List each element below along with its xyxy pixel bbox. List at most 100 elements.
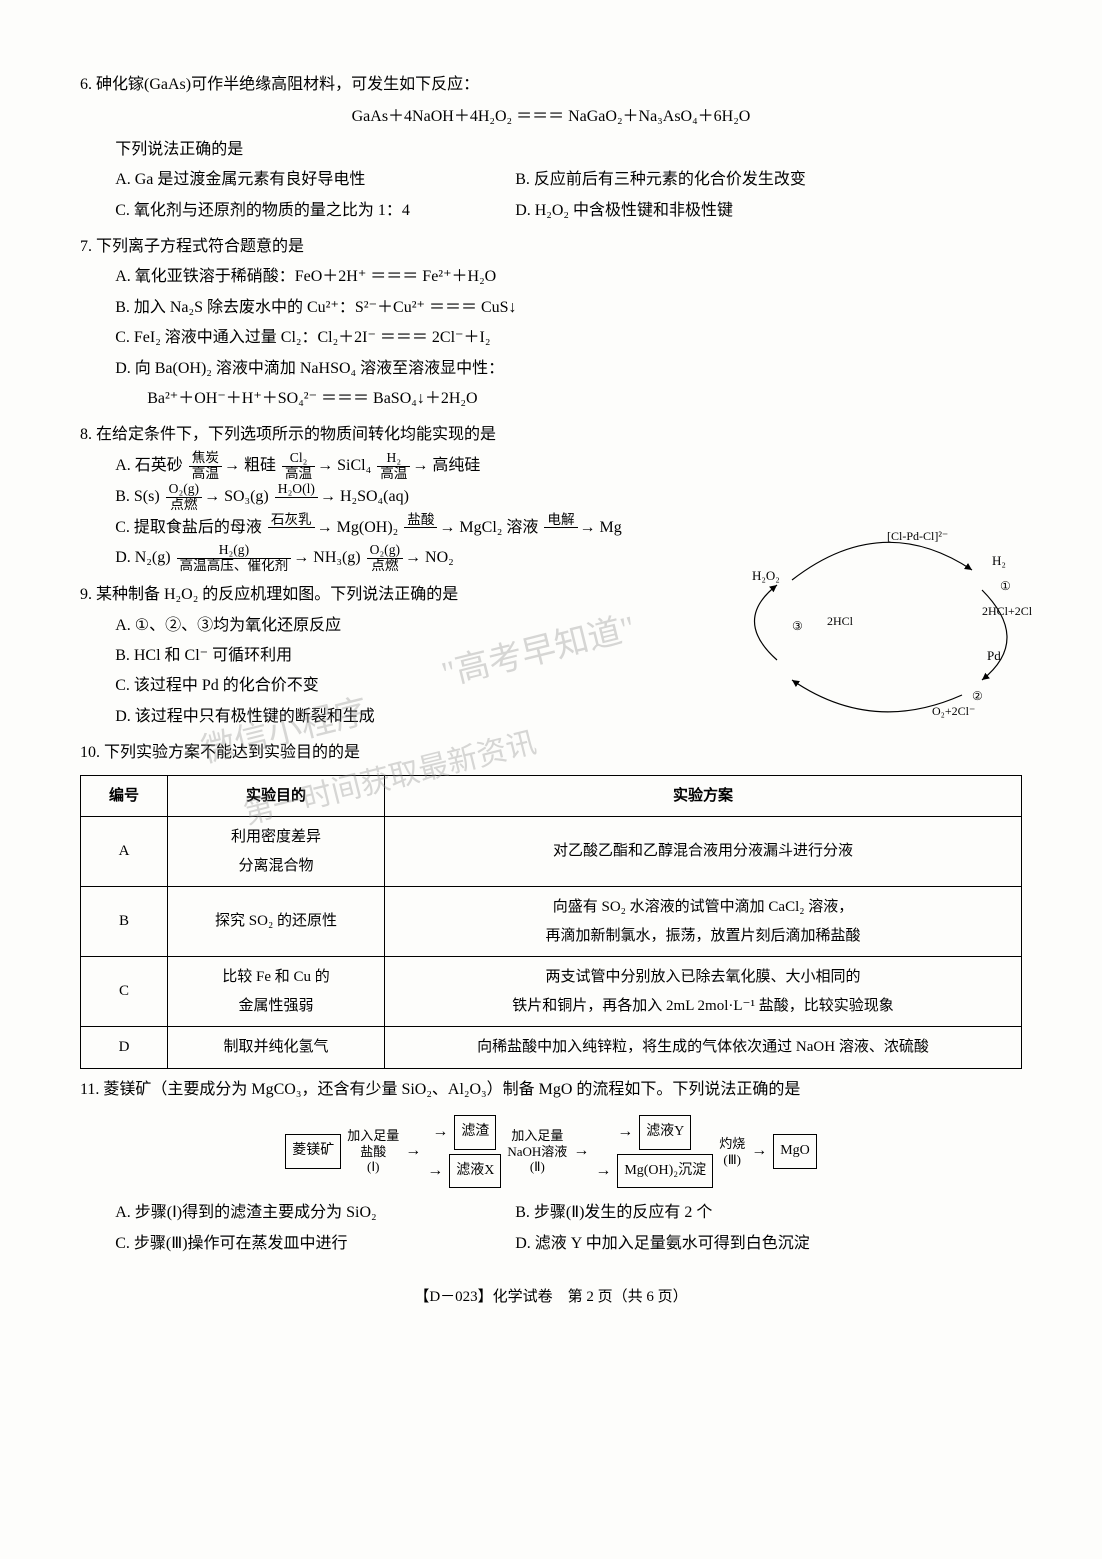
table-cell: D [81,1027,168,1069]
flow-step-3: 灼烧 (Ⅲ) [719,1136,745,1167]
q9-node-hcl2: 2HCl [827,614,854,628]
question-7: 7. 下列离子方程式符合题意的是 A. 氧化亚铁溶于稀硝酸：FeO＋2H⁺ ＝＝… [80,232,1022,414]
q8-c-m2: MgCl₂ 溶液 [459,519,538,536]
q9-node-h2o2: H₂O₂ [752,568,780,583]
q8-a-f2n: Cl₂ [282,451,315,467]
table-row: D制取并纯化氢气向稀盐酸中加入纯锌粒，将生成的气体依次通过 NaOH 溶液、浓硫… [81,1027,1022,1069]
q9-label-1: ① [1000,579,1011,593]
flow-node-mgoh2: Mg(OH)₂沉淀 [617,1154,713,1189]
q8-a-m2: SiCl₄ [337,457,371,474]
q8-stem: 8. 在给定条件下，下列选项所示的物质间转化均能实现的是 [80,420,1022,450]
q8-a-pre: A. 石英砂 [115,457,183,474]
flow-step-1: 加入足量 盐酸 (Ⅰ) [347,1128,399,1175]
q8-c-f2d [404,528,437,543]
q8-d-f2n: O₂(g) [367,543,403,559]
table-cell: 向稀盐酸中加入纯锌粒，将生成的气体依次通过 NaOH 溶液、浓硫酸 [385,1027,1022,1069]
table-cell: C [81,957,168,1027]
q8-d-f1d: 高温高压、催化剂 [177,559,292,574]
q8-d-end: NO₂ [425,550,454,567]
q9-label-2: ② [972,689,983,703]
q7-opt-d2: Ba²⁺＋OH⁻＋H⁺＋SO₄²⁻ ＝＝＝ BaSO₄↓＋2H₂O [115,384,1022,414]
q8-c-f3d [544,528,577,543]
q8-b-f1n: O₂(g) [166,482,202,498]
table-row: C比较 Fe 和 Cu 的 金属性强弱两支试管中分别放入已除去氧化膜、大小相同的… [81,957,1022,1027]
q10-tbody: A利用密度差异 分离混合物对乙酸乙酯和乙醇混合液用分液漏斗进行分液B探究 SO₂… [81,817,1022,1069]
q9-node-hcl1: 2HCl+2Cl⁻ [982,604,1032,618]
th-id: 编号 [81,775,168,817]
q11-opt-d: D. 滤液 Y 中加入足量氨水可得到白色沉淀 [515,1229,875,1259]
page-footer: 【D－023】化学试卷 第 2 页（共 6 页） [80,1283,1022,1312]
flow-node-fily: 滤液Y [639,1115,691,1150]
q8-a-m1: 粗硅 [244,457,276,474]
q10-stem: 10. 下列实验方案不能达到实验目的的是 [80,738,1022,768]
q6-opt-c: C. 氧化剂与还原剂的物质的量之比为 1：4 [115,196,475,226]
question-9: 9. 某种制备 H₂O₂ 的反应机理如图。下列说法正确的是 A. ①、②、③均为… [80,580,1022,732]
q7-opt-b: B. 加入 Na₂S 除去废水中的 Cu²⁺：S²⁻＋Cu²⁺ ＝＝＝ CuS↓ [115,293,1022,323]
q8-d-m1: NH₃(g) [313,550,360,567]
q8-d-f2d: 点燃 [367,559,403,574]
q6-opt-a: A. Ga 是过渡金属元素有良好导电性 [115,165,475,195]
q9-node-o2: O₂+2Cl⁻ [932,704,975,718]
table-cell: 比较 Fe 和 Cu 的 金属性强弱 [168,957,385,1027]
flow-node-filx: 滤液X [449,1154,501,1189]
table-row: A利用密度差异 分离混合物对乙酸乙酯和乙醇混合液用分液漏斗进行分液 [81,817,1022,887]
q9-node-h2: H₂ [992,553,1006,568]
table-head-row: 编号 实验目的 实验方案 [81,775,1022,817]
q8-opt-b: B. S(s) O₂(g)点燃→ SO₃(g) H₂O(l) → H₂SO₄(a… [115,482,1022,513]
q9-cycle-diagram: H₂O₂ [Cl-Pd-Cl]²⁻ H₂ 2HCl+2Cl⁻ Pd O₂+2Cl… [732,520,1032,720]
q9-opt-c: C. 该过程中 Pd 的化合价不变 [115,671,735,701]
q7-opt-a: A. 氧化亚铁溶于稀硝酸：FeO＋2H⁺ ＝＝＝ Fe²⁺＋H₂O [115,262,1022,292]
q8-b-end: H₂SO₄(aq) [340,488,409,505]
q9-opt-d: D. 该过程中只有极性键的断裂和生成 [115,702,735,732]
question-10: 10. 下列实验方案不能达到实验目的的是 编号 实验目的 实验方案 A利用密度差… [80,738,1022,1068]
q8-c-end: Mg [600,519,622,536]
flow-node-ore: 菱镁矿 [285,1134,341,1169]
q6-opt-d: D. H₂O₂ 中含极性键和非极性键 [515,196,875,226]
table-cell: B [81,887,168,957]
q8-d-f1n: H₂(g) [177,543,292,559]
table-cell: 对乙酸乙酯和乙醇混合液用分液漏斗进行分液 [385,817,1022,887]
q8-a-f1n: 焦炭 [189,451,222,467]
table-cell: 向盛有 SO₂ 水溶液的试管中滴加 CaCl₂ 溶液， 再滴加新制氯水，振荡，放… [385,887,1022,957]
q7-opt-d: D. 向 Ba(OH)₂ 溶液中滴加 NaHSO₄ 溶液至溶液显中性： [115,354,1022,384]
q8-b-m1: SO₃(g) [224,488,269,505]
q8-b-f1d: 点燃 [166,498,202,513]
q8-d-pre: D. N₂(g) [115,550,170,567]
flow-node-mgo: MgO [773,1134,817,1169]
question-11: 11. 菱镁矿（主要成分为 MgCO₃，还含有少量 SiO₂、Al₂O₃）制备 … [80,1075,1022,1259]
q9-opt-a: A. ①、②、③均为氧化还原反应 [115,611,735,641]
q8-opt-a: A. 石英砂 焦炭高温→ 粗硅 Cl₂高温→ SiCl₄ H₂高温→ 高纯硅 [115,451,1022,482]
table-cell: 利用密度差异 分离混合物 [168,817,385,887]
q11-opt-a: A. 步骤(Ⅰ)得到的滤渣主要成分为 SiO₂ [115,1198,475,1228]
arrow-icon: → [405,1136,421,1166]
q8-a-f3n: H₂ [377,451,410,467]
th-scheme: 实验方案 [385,775,1022,817]
th-purpose: 实验目的 [168,775,385,817]
q8-c-pre: C. 提取食盐后的母液 [115,519,262,536]
q11-opt-c: C. 步骤(Ⅲ)操作可在蒸发皿中进行 [115,1229,475,1259]
q8-c-m1: Mg(OH)₂ [337,519,399,536]
q8-b-f2n: H₂O(l) [275,482,318,498]
q9-label-3: ③ [792,619,803,633]
q8-a-f2d: 高温 [282,467,315,482]
q8-a-f1d: 高温 [189,467,222,482]
q8-c-f2n: 盐酸 [404,513,437,529]
q11-flowchart: 菱镁矿 加入足量 盐酸 (Ⅰ) → →滤渣 →滤液X 加入足量 NaOH溶液 (… [80,1115,1022,1188]
flow-node-residue: 滤渣 [454,1115,496,1150]
q8-a-end: 高纯硅 [432,457,480,474]
q8-a-f3d: 高温 [377,467,410,482]
table-cell: 制取并纯化氢气 [168,1027,385,1069]
q6-opt-b: B. 反应前后有三种元素的化合价发生改变 [515,165,875,195]
q8-c-f1n: 石灰乳 [268,513,315,529]
table-row: B探究 SO₂ 的还原性向盛有 SO₂ 水溶液的试管中滴加 CaCl₂ 溶液， … [81,887,1022,957]
q8-b-f2d [275,498,318,513]
q9-node-pdcl: [Cl-Pd-Cl]²⁻ [887,529,948,543]
q8-c-f1d [268,528,315,543]
q8-c-f3n: 电解 [544,513,577,529]
table-cell: 两支试管中分别放入已除去氧化膜、大小相同的 铁片和铜片，再各加入 2mL 2mo… [385,957,1022,1027]
q7-opt-c: C. FeI₂ 溶液中通入过量 Cl₂：Cl₂＋2I⁻ ＝＝＝ 2Cl⁻＋I₂ [115,323,1022,353]
table-cell: A [81,817,168,887]
q6-stem: 6. 砷化镓(GaAs)可作半绝缘高阻材料，可发生如下反应： [80,70,1022,100]
question-6: 6. 砷化镓(GaAs)可作半绝缘高阻材料，可发生如下反应： GaAs＋4NaO… [80,70,1022,226]
q6-equation: GaAs＋4NaOH＋4H₂O₂ ＝＝＝ NaGaO₂＋Na₃AsO₄＋6H₂O [80,102,1022,132]
